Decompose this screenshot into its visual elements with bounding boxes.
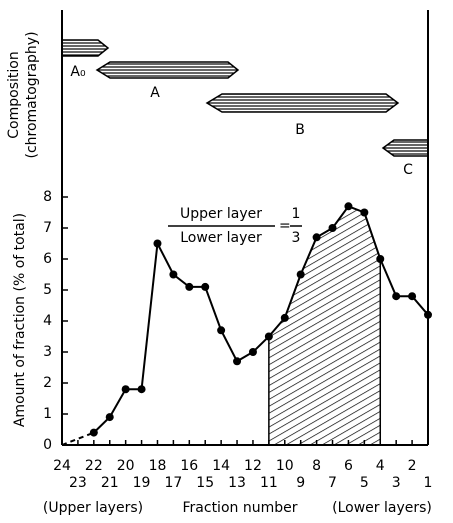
- x-tick-label: 1: [424, 475, 433, 491]
- x-tick-label: 15: [196, 475, 214, 491]
- point: [248, 348, 257, 356]
- label-a0: A₀: [70, 64, 86, 80]
- x-tick-label: 24: [53, 458, 71, 474]
- point: [280, 313, 289, 322]
- y-tick-label: 8: [43, 189, 52, 205]
- bar-a0: [61, 39, 110, 57]
- y-tick-label: 4: [43, 313, 52, 329]
- ratio-value-den: 3: [292, 230, 301, 246]
- x-label-right: (Lower layers): [332, 500, 432, 516]
- ratio-numerator: Upper layer: [180, 206, 262, 222]
- point: [264, 332, 273, 341]
- point: [137, 385, 146, 394]
- line: [61, 431, 95, 446]
- y-tick-label: 0: [43, 437, 52, 453]
- y-tick-label: 1: [43, 406, 52, 422]
- ratio-value-num: 1: [292, 206, 301, 222]
- label-a: A: [150, 85, 160, 101]
- x-tick-label: 10: [276, 458, 294, 474]
- x-tick-label: 16: [180, 458, 198, 474]
- point: [344, 202, 353, 211]
- bar-a: [95, 61, 240, 79]
- point: [233, 357, 242, 366]
- x-tick-label: 21: [101, 475, 119, 491]
- x-tick-label: 7: [328, 475, 337, 491]
- point: [408, 292, 417, 301]
- line: [93, 205, 429, 434]
- point: [169, 270, 178, 279]
- x-tick-label: 22: [85, 458, 103, 474]
- composition-bars: [61, 39, 429, 157]
- composition-label: Composition: [6, 51, 22, 138]
- point: [153, 239, 162, 248]
- x-axis-label: Fraction number: [183, 500, 298, 516]
- x-tick-label: 6: [344, 458, 353, 474]
- point: [217, 326, 226, 335]
- x-tick-label: 17: [164, 475, 182, 491]
- y-tick-label: 7: [43, 220, 52, 236]
- point: [392, 292, 401, 301]
- point: [328, 224, 337, 232]
- x-tick-label: 8: [312, 458, 321, 474]
- point: [312, 233, 321, 242]
- ratio-denominator: Lower layer: [180, 230, 262, 246]
- point: [296, 270, 305, 279]
- label-c: C: [403, 162, 413, 178]
- shaded-region: [268, 205, 382, 446]
- x-tick-label: 14: [212, 458, 230, 474]
- point: [201, 282, 210, 291]
- bar-c: [381, 139, 429, 157]
- x-tick-label: 11: [260, 475, 278, 491]
- point: [121, 385, 130, 394]
- x-tick-label: 23: [69, 475, 87, 491]
- label-b: B: [295, 122, 305, 138]
- x-tick-label: 5: [360, 475, 369, 491]
- x-tick-label: 18: [149, 458, 167, 474]
- point: [360, 208, 369, 217]
- ratio-equals: =: [279, 218, 291, 234]
- y-tick-label: 5: [43, 282, 52, 298]
- x-tick-label: 3: [392, 475, 401, 491]
- point: [376, 255, 385, 263]
- x-tick-label: 12: [244, 458, 262, 474]
- x-tick-label: 2: [408, 458, 417, 474]
- y-tick-label: 2: [43, 375, 52, 391]
- point: [424, 310, 432, 319]
- x-tick-label: 4: [376, 458, 385, 474]
- x-tick-label: 9: [296, 475, 305, 491]
- bar-b: [205, 93, 400, 113]
- y-tick-label: 6: [43, 251, 52, 267]
- x-label-left: (Upper layers): [43, 500, 143, 516]
- y-tick-label: 3: [43, 344, 52, 360]
- x-tick-label: 19: [133, 475, 151, 491]
- x-tick-label: 13: [228, 475, 246, 491]
- composition-label: (chromatography): [24, 31, 40, 158]
- y-axis-label: Amount of fraction (% of total): [12, 213, 28, 427]
- point: [89, 428, 98, 437]
- x-tick-label: 20: [117, 458, 135, 474]
- point: [105, 413, 114, 422]
- point: [185, 282, 194, 291]
